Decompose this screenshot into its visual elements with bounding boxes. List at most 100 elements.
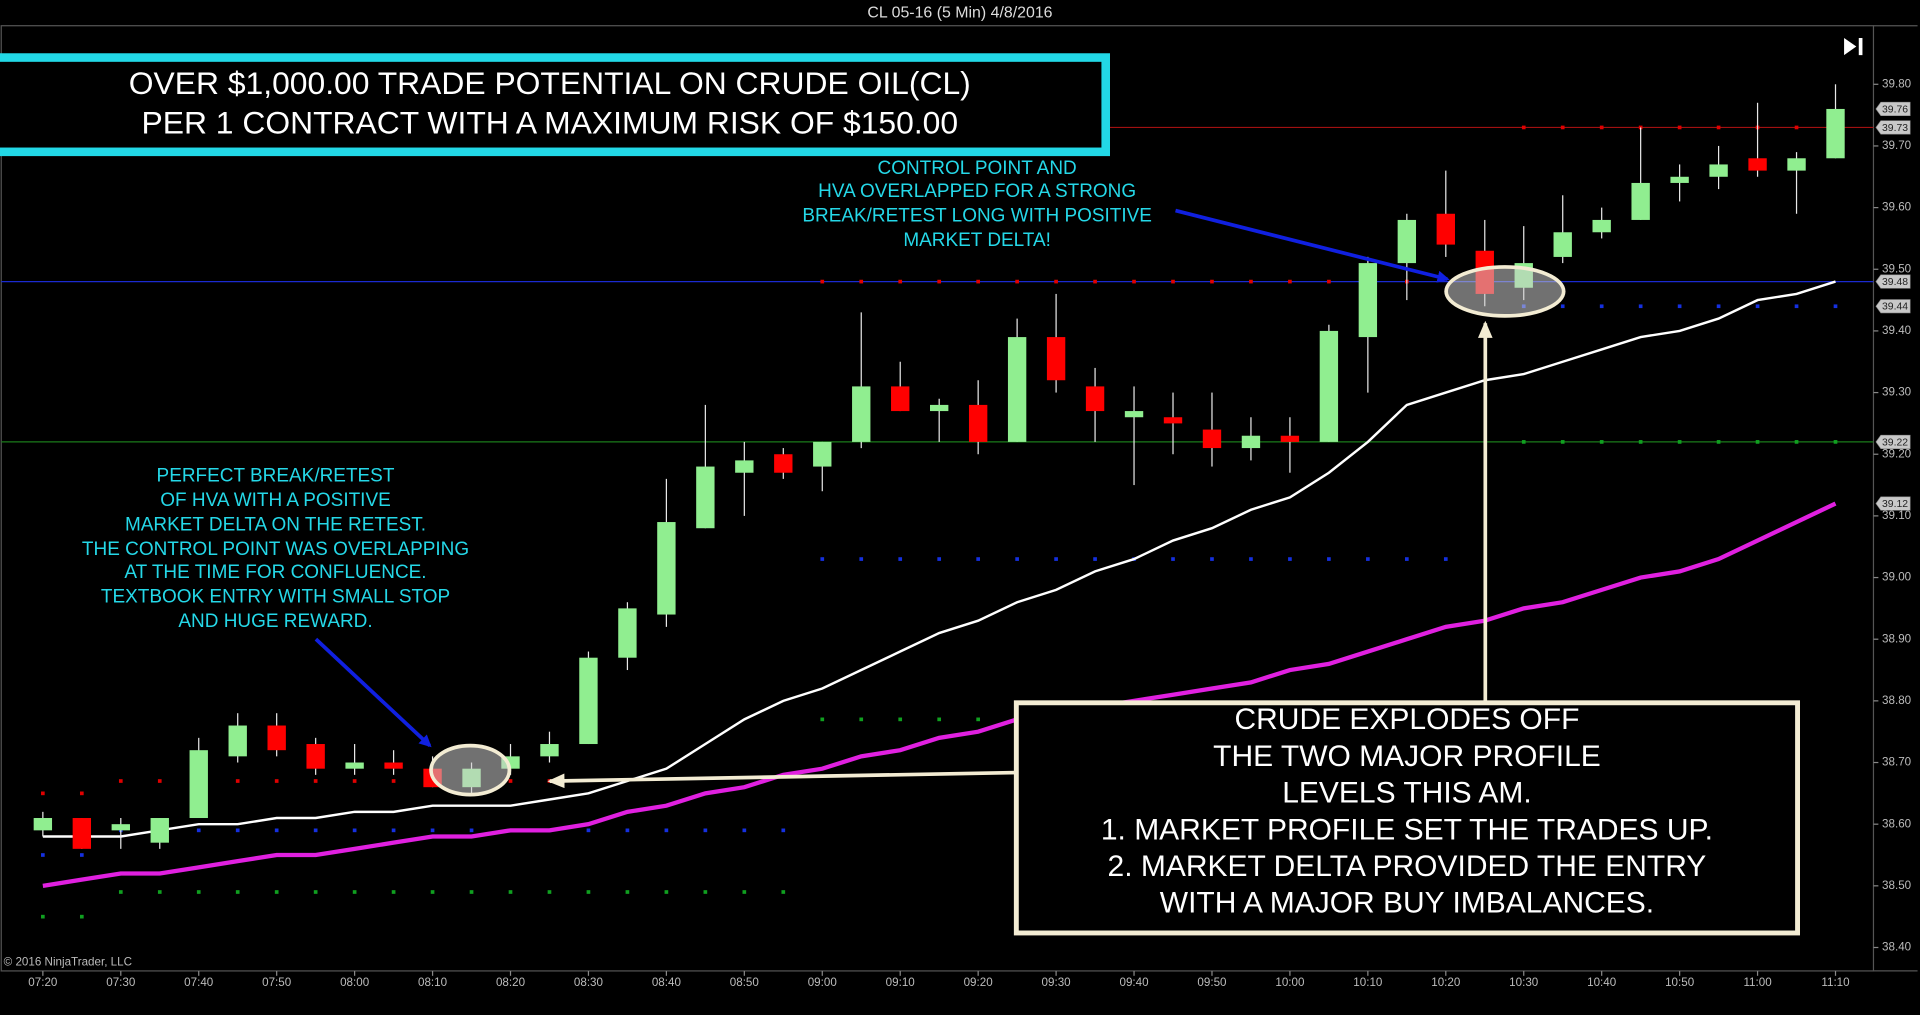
banner-line: OVER $1,000.00 TRADE POTENTIAL ON CRUDE … [129,65,971,101]
y-tick-label: 39.70 [1882,139,1912,152]
annotation-line: CRUDE EXPLODES OFF [1234,703,1579,736]
candle-body [1709,164,1728,177]
x-tick-label: 08:10 [418,976,448,989]
level-dot [196,890,201,894]
level-dot [1249,279,1253,284]
level-dot [1560,304,1565,309]
candle-body [1787,158,1806,171]
level-dot [508,890,513,894]
level-dot [391,828,396,833]
candle-body [1826,108,1845,159]
level-dot [1755,440,1760,444]
x-tick-label: 07:50 [262,976,292,989]
candle-body [384,762,403,769]
level-dot [469,828,474,833]
candle-body [1280,435,1300,442]
level-dot [1210,557,1214,561]
level-dot [820,557,825,561]
level-dot [976,717,980,722]
copyright: © 2016 NinjaTrader, LLC [4,955,132,968]
candle-body [1553,232,1572,257]
candle-body [1241,435,1261,449]
x-tick-label: 10:50 [1665,976,1695,989]
price-marker-label: 39.12 [1882,499,1908,510]
level-dot [742,828,747,833]
level-dot [1599,125,1604,130]
level-dot [820,279,825,284]
x-tick-label: 10:20 [1431,976,1461,989]
chart-title: CL 05-16 (5 Min) 4/8/2016 [867,5,1052,22]
level-dot [1677,125,1682,130]
annotation-box [1013,700,1800,936]
level-dot [274,779,279,783]
level-dot [1716,440,1721,444]
candle-body [1202,429,1222,449]
banner-box [0,53,1110,157]
x-tick-label: 09:30 [1042,976,1072,989]
x-tick-label: 11:10 [1821,976,1850,989]
level-dot [781,828,786,833]
candle-body [735,460,754,473]
scroll-end-icon[interactable] [1844,37,1863,56]
y-tick-label: 39.10 [1882,509,1912,522]
annotation-line: HVA OVERLAPPED FOR A STRONG [818,181,1136,202]
x-tick-label: 08:30 [574,976,604,989]
price-marker [1875,120,1911,135]
candle-body [1436,213,1455,245]
level-dot [235,828,240,833]
level-dot [1443,557,1448,561]
y-tick-label: 38.90 [1882,632,1912,645]
level-dot [118,890,123,894]
arrow [1175,208,1450,283]
candle-body [1670,176,1689,183]
level-dot [41,853,45,857]
level-dot [586,828,591,833]
level-dot [157,890,162,894]
level-dot [391,779,396,783]
level-dot [1288,557,1292,561]
annotation-line: OF HVA WITH A POSITIVE [160,490,390,511]
candle-body [33,818,53,831]
level-dot [625,828,630,833]
candle-body [696,466,715,529]
annotation-line: MARKET DELTA ON THE RETEST. [125,514,426,535]
level-dot [79,853,84,857]
annotation-line: AT THE TIME FOR CONFLUENCE. [124,562,426,583]
level-dot [352,779,357,783]
level-dot [1794,304,1799,309]
level-dot [391,890,396,894]
candle-body [1124,411,1144,418]
level-dot [274,890,279,894]
level-dot [1327,279,1331,284]
x-tick-label: 08:20 [496,976,526,989]
level-dot [898,717,903,722]
level-dot [1054,279,1058,284]
y-tick-label: 38.60 [1882,817,1912,830]
x-tick-label: 07:40 [184,976,214,989]
plot-frame [0,25,1875,972]
level-dot [1599,304,1604,309]
level-dot [1638,440,1643,444]
annotation-line: MARKET DELTA! [903,230,1051,251]
candle-body [657,522,676,615]
moving-average [42,501,1837,888]
level-dot [430,828,435,833]
level-dot [1015,557,1019,561]
level-dot [1404,557,1409,561]
level-dot [1132,279,1136,284]
level-dot [352,828,357,833]
level-dot [1638,304,1643,309]
candle-body [267,725,286,751]
level-dot [1521,440,1526,444]
price-marker-label: 39.44 [1882,302,1908,313]
level-dot [1560,125,1565,130]
level-dot [937,557,942,561]
annotation-line: 1. MARKET PROFILE SET THE TRADES UP. [1101,813,1713,846]
level-dot [1054,557,1058,561]
candle-body [111,824,130,831]
price-marker [1875,101,1911,116]
candle-body [618,608,637,658]
x-tick-label: 10:10 [1353,976,1383,989]
annotation-line: 2. MARKET DELTA PROVIDED THE ENTRY [1108,850,1707,883]
